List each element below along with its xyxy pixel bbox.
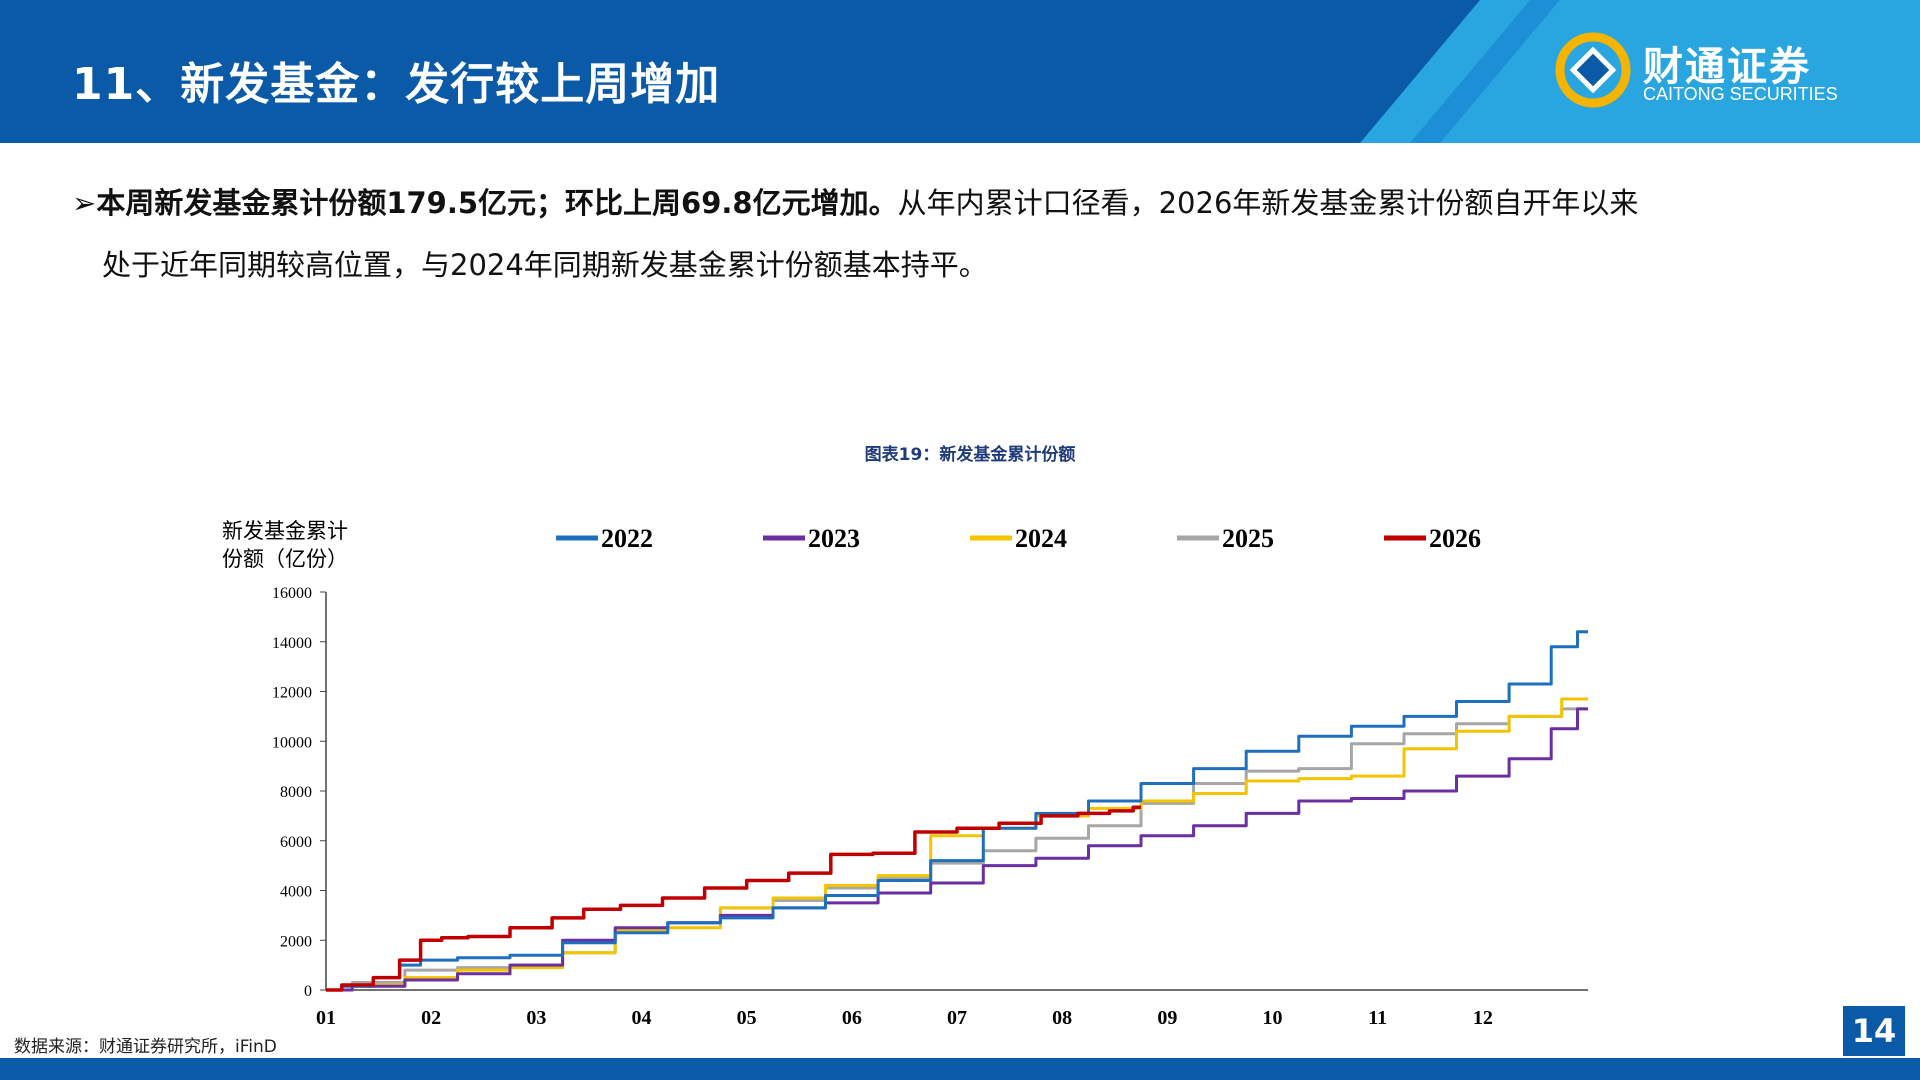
logo-text-chinese: 财通证券 [1643,44,1811,90]
y-tick-label: 8000 [280,784,312,801]
x-tick-label: 12 [1473,1007,1493,1029]
legend-label-2022: 2022 [601,524,653,553]
legend-label-2026: 2026 [1429,524,1481,553]
y-tick-label: 0 [304,983,312,1000]
x-tick-label: 05 [737,1007,757,1029]
legend-label-2024: 2024 [1015,524,1067,553]
y-tick-label: 10000 [272,734,312,751]
summary-highlight: 本周新发基金累计份额179.5亿元；环比上周69.8亿元增加。 [96,186,898,220]
page-title: 11、新发基金：发行较上周增加 [72,59,721,110]
y-tick-label: 14000 [272,635,312,652]
chart-caption: 图表19：新发基金累计份额 [864,445,1076,465]
series-line-2025 [326,707,1588,992]
summary-line-1-rest: 从年内累计口径看，2026年新发基金累计份额自开年以来 [897,186,1639,220]
x-axis-ticks: 01 02 03 04 05 06 07 08 09 10 11 12 [316,1007,1493,1029]
y-tick-label: 12000 [272,685,312,702]
page-number: 14 [1843,1006,1905,1056]
series-line-2024 [326,697,1588,992]
x-tick-label: 04 [632,1007,652,1029]
source-note: 数据来源：财通证券研究所，iFinD [14,1037,277,1057]
y-axis-label-line-2: 份额（亿份） [222,547,348,571]
summary-line-2: 处于近年同期较高位置，与2024年同期新发基金累计份额基本持平。 [102,248,988,282]
x-tick-label: 08 [1052,1007,1072,1029]
y-axis-label-line-1: 新发基金累计 [222,519,348,543]
x-tick-label: 01 [316,1007,336,1029]
logo-emblem-icon [1555,32,1631,108]
legend-label-2025: 2025 [1222,524,1274,553]
y-tick-label: 4000 [280,884,312,901]
legend-label-2023: 2023 [808,524,860,553]
x-tick-label: 11 [1368,1007,1387,1029]
x-tick-label: 06 [842,1007,862,1029]
series-line-2026 [326,805,1141,992]
y-tick-label: 2000 [280,933,312,950]
chart-legend: 2022 2023 2024 2025 2026 [556,524,1481,553]
x-tick-label: 09 [1157,1007,1177,1029]
x-tick-label: 07 [947,1007,967,1029]
x-tick-label: 02 [421,1007,441,1029]
y-tick-label: 6000 [280,834,312,851]
bullet-icon: ➢ [72,186,97,220]
summary-text: ➢本周新发基金累计份额179.5亿元；环比上周69.8亿元增加。从年内累计口径看… [72,172,1852,296]
y-axis-ticks: 0 2000 4000 6000 8000 10000 12000 14000 16000 [272,585,326,1000]
series-lines [326,630,1588,992]
summary-line-1: ➢本周新发基金累计份额179.5亿元；环比上周69.8亿元增加。从年内累计口径看… [72,172,1852,234]
logo-text-english: CAITONG SECURITIES [1643,84,1838,104]
footer-bar [0,1058,1920,1080]
x-tick-label: 10 [1263,1007,1283,1029]
header-bar: 11、新发基金：发行较上周增加 财通证券 CAITONG SECURITIES [0,0,1920,143]
y-tick-label: 16000 [272,585,312,602]
series-line-2022 [326,630,1588,992]
company-logo: 财通证券 CAITONG SECURITIES [1555,30,1875,110]
x-tick-label: 03 [526,1007,546,1029]
series-line-2023 [326,707,1588,992]
